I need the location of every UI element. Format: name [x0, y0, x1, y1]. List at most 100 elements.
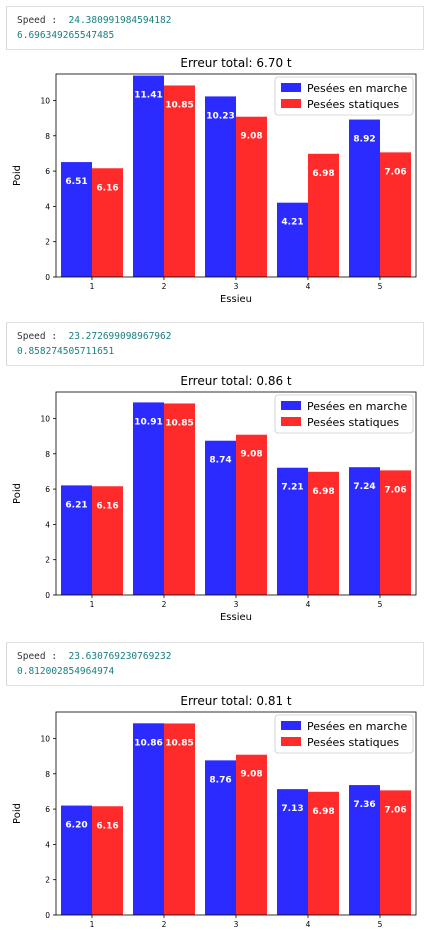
- error-value: 6.696349265547485: [17, 28, 423, 43]
- x-tick-label: 5: [378, 282, 383, 291]
- bar-static: [164, 85, 195, 277]
- y-tick-label: 2: [45, 876, 50, 885]
- y-tick-label: 2: [45, 238, 50, 247]
- bar-value-label: 9.08: [240, 450, 262, 460]
- output-cell-2: Speed : 23.272699098967962 0.85827450571…: [6, 322, 424, 366]
- bar-value-label: 7.24: [353, 482, 375, 492]
- chart-title: Erreur total: 6.70 t: [180, 56, 292, 70]
- x-tick-label: 3: [234, 920, 239, 929]
- x-tick-label: 2: [162, 600, 167, 609]
- error-value: 0.812002854964974: [17, 664, 423, 679]
- speed-label: Speed :: [17, 651, 57, 662]
- y-tick-label: 0: [45, 273, 50, 282]
- speed-value: 23.272699098967962: [69, 331, 172, 342]
- speed-value: 24.380991984594182: [69, 15, 172, 26]
- bar-value-label: 6.51: [65, 177, 87, 187]
- legend-entry: Pesées en marche: [307, 720, 407, 733]
- x-tick-label: 1: [90, 920, 95, 929]
- x-tick-label: 4: [306, 282, 311, 291]
- chart-title: Erreur total: 0.86 t: [180, 374, 292, 388]
- bar-value-label: 10.91: [134, 417, 162, 427]
- bar-value-label: 7.06: [384, 485, 406, 495]
- bar-value-label: 7.13: [281, 804, 303, 814]
- y-tick-label: 10: [40, 96, 50, 105]
- y-tick-label: 6: [45, 485, 50, 494]
- error-value: 0.858274505711651: [17, 344, 423, 359]
- legend-entry: Pesées statiques: [307, 736, 399, 749]
- bar-value-label: 11.41: [134, 91, 162, 101]
- legend-swatch: [281, 401, 301, 410]
- bar-value-label: 7.06: [384, 167, 406, 177]
- x-tick-label: 4: [306, 600, 311, 609]
- bar-value-label: 8.92: [353, 135, 375, 145]
- bar-value-label: 6.16: [96, 821, 118, 831]
- y-tick-label: 8: [45, 450, 50, 459]
- legend-swatch: [281, 417, 301, 426]
- legend-entry: Pesées statiques: [307, 416, 399, 429]
- x-tick-label: 5: [378, 920, 383, 929]
- bar-value-label: 10.85: [165, 418, 193, 428]
- speed-line: Speed : 23.630769230769232: [17, 649, 423, 664]
- bar-value-label: 8.76: [209, 775, 231, 785]
- bar-value-label: 6.98: [312, 487, 334, 497]
- y-tick-label: 4: [45, 202, 50, 211]
- speed-label: Speed :: [17, 331, 57, 342]
- bar-moving: [133, 402, 164, 595]
- legend-swatch: [281, 721, 301, 730]
- y-tick-label: 4: [45, 840, 50, 849]
- bar-moving: [205, 96, 236, 277]
- y-tick-label: 0: [45, 911, 50, 920]
- bar-value-label: 6.16: [96, 501, 118, 511]
- bar-static: [164, 723, 195, 915]
- bar-chart-3: Erreur total: 0.81 t 6.20 10.86 8.76 7.13 7.3…: [0, 690, 430, 930]
- bar-moving: [133, 76, 164, 277]
- bar-value-label: 4.21: [281, 218, 303, 228]
- bar-value-label: 10.85: [165, 738, 193, 748]
- bar-chart-1: Erreur total: 6.70 t6.5111.4110.234.218.…: [0, 52, 430, 310]
- bar-value-label: 7.06: [384, 805, 406, 815]
- bar-value-label: 7.21: [281, 483, 303, 493]
- legend-swatch: [281, 737, 301, 746]
- y-tick-label: 6: [45, 805, 50, 814]
- bar-moving: [133, 723, 164, 915]
- x-axis-label: Essieu: [220, 294, 252, 305]
- bar-chart-2: Erreur total: 0.86 t6.2110.918.747.21 7.2…: [0, 370, 430, 628]
- bar-value-label: 9.08: [240, 132, 262, 142]
- bar-value-label: 6.16: [96, 183, 118, 193]
- y-tick-label: 0: [45, 591, 50, 600]
- y-tick-label: 6: [45, 167, 50, 176]
- bar-value-label: 8.74: [209, 456, 231, 466]
- bar-moving: [277, 203, 308, 277]
- bar-value-label: 10.85: [165, 100, 193, 110]
- y-tick-label: 8: [45, 132, 50, 141]
- y-tick-label: 10: [40, 734, 50, 743]
- x-tick-label: 2: [162, 282, 167, 291]
- legend-entry: Pesées statiques: [307, 98, 399, 111]
- speed-value: 23.630769230769232: [69, 651, 172, 662]
- bar-value-label: 6.20: [65, 821, 87, 831]
- x-tick-label: 5: [378, 600, 383, 609]
- bar-value-label: 6.98: [312, 169, 334, 179]
- legend-swatch: [281, 83, 301, 92]
- x-tick-label: 4: [306, 920, 311, 929]
- bar-value-label: 6.98: [312, 807, 334, 817]
- bar-value-label: 9.08: [240, 770, 262, 780]
- y-tick-label: 10: [40, 414, 50, 423]
- y-axis-label: Poid: [12, 165, 23, 186]
- y-tick-label: 8: [45, 770, 50, 779]
- x-tick-label: 3: [234, 600, 239, 609]
- output-cell-3: Speed : 23.630769230769232 0.81200285496…: [6, 642, 424, 686]
- speed-line: Speed : 23.272699098967962: [17, 329, 423, 344]
- x-axis-label: Essieu: [220, 612, 252, 623]
- y-axis-label: Poid: [12, 803, 23, 824]
- x-tick-label: 1: [90, 600, 95, 609]
- x-tick-label: 2: [162, 920, 167, 929]
- bar-value-label: 10.86: [134, 738, 162, 748]
- legend-swatch: [281, 99, 301, 108]
- output-cell-1: Speed : 24.380991984594182 6.69634926554…: [6, 6, 424, 50]
- legend-entry: Pesées en marche: [307, 400, 407, 413]
- speed-line: Speed : 24.380991984594182: [17, 13, 423, 28]
- x-tick-label: 3: [234, 282, 239, 291]
- y-tick-label: 2: [45, 556, 50, 565]
- x-tick-label: 1: [90, 282, 95, 291]
